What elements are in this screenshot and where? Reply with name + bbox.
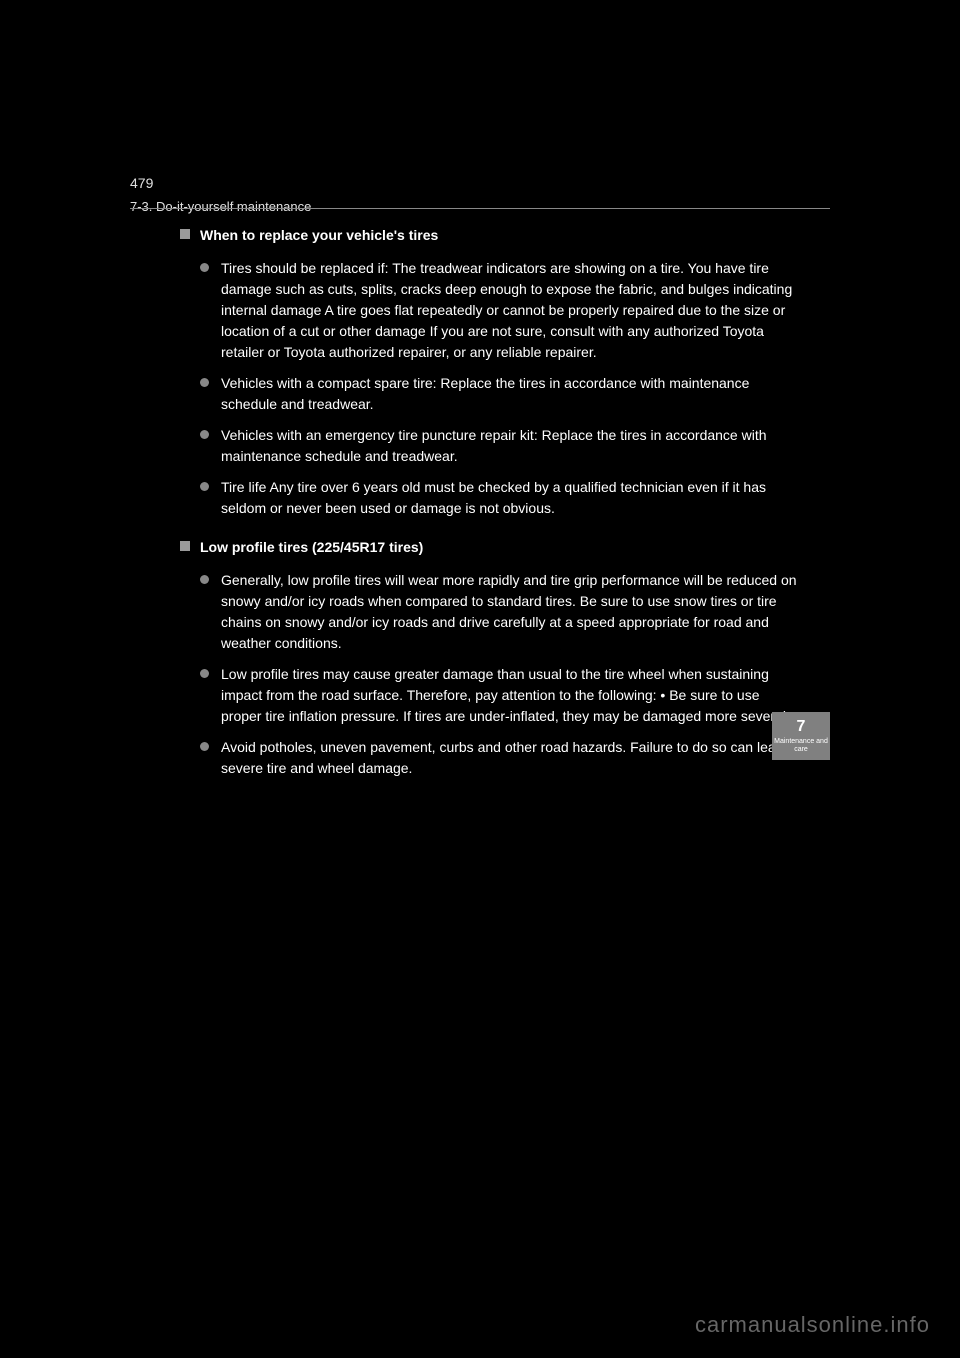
section-title: When to replace your vehicle's tires [200, 225, 438, 246]
chapter-label: Maintenance and care [772, 738, 830, 753]
section-title: Low profile tires (225/45R17 tires) [200, 537, 423, 558]
list-item-text: Generally, low profile tires will wear m… [221, 570, 800, 654]
section-header: When to replace your vehicle's tires [180, 225, 800, 246]
page-container: 479 7-3. Do-it-yourself maintenance When… [0, 0, 960, 1358]
watermark: carmanualsonline.info [695, 1312, 930, 1338]
round-bullet-icon [200, 263, 209, 272]
list-item: Low profile tires may cause greater dama… [200, 664, 800, 727]
chapter-number: 7 [797, 718, 806, 736]
list-item-text: Vehicles with a compact spare tire: Repl… [221, 373, 800, 415]
subsection: Low profile tires (225/45R17 tires) Gene… [180, 537, 800, 779]
list-item: Vehicles with an emergency tire puncture… [200, 425, 800, 467]
list-item-text: Tire life Any tire over 6 years old must… [221, 477, 800, 519]
breadcrumb: 7-3. Do-it-yourself maintenance [130, 199, 830, 214]
square-bullet-icon [180, 229, 190, 239]
round-bullet-icon [200, 482, 209, 491]
list-item: Tires should be replaced if: The treadwe… [200, 258, 800, 363]
list-item-text: Vehicles with an emergency tire puncture… [221, 425, 800, 467]
header-divider [130, 208, 830, 209]
list-item: Avoid potholes, uneven pavement, curbs a… [200, 737, 800, 779]
page-number: 479 [130, 175, 153, 191]
list-item-text: Low profile tires may cause greater dama… [221, 664, 800, 727]
round-bullet-icon [200, 575, 209, 584]
section-header: Low profile tires (225/45R17 tires) [180, 537, 800, 558]
round-bullet-icon [200, 669, 209, 678]
chapter-tab: 7 Maintenance and care [772, 712, 830, 760]
list-item: Vehicles with a compact spare tire: Repl… [200, 373, 800, 415]
list-item-text: Tires should be replaced if: The treadwe… [221, 258, 800, 363]
list-item: Tire life Any tire over 6 years old must… [200, 477, 800, 519]
round-bullet-icon [200, 742, 209, 751]
list-item-text: Avoid potholes, uneven pavement, curbs a… [221, 737, 800, 779]
round-bullet-icon [200, 378, 209, 387]
square-bullet-icon [180, 541, 190, 551]
round-bullet-icon [200, 430, 209, 439]
list-item: Generally, low profile tires will wear m… [200, 570, 800, 654]
content-body: When to replace your vehicle's tires Tir… [180, 225, 800, 789]
